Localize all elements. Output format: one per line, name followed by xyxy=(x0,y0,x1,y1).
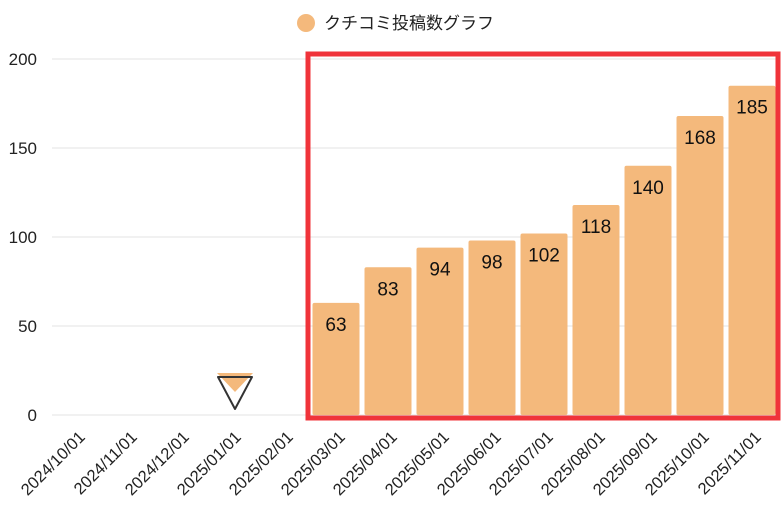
data-label: 168 xyxy=(684,128,716,149)
marker-outline xyxy=(217,376,253,410)
bar[interactable] xyxy=(364,267,412,415)
legend-label: クチコミ投稿数グラフ xyxy=(324,14,494,34)
highlight-box xyxy=(305,51,781,421)
bar[interactable] xyxy=(728,85,776,415)
data-labels: 63 83 94 98 102 118 140 168 185 xyxy=(325,98,767,336)
data-label: 94 xyxy=(429,260,451,281)
data-label: 98 xyxy=(481,253,502,274)
bar[interactable] xyxy=(572,204,620,415)
x-axis: 2024/10/012024/11/012024/12/012025/01/01… xyxy=(18,428,765,499)
data-label: 83 xyxy=(377,279,398,300)
y-tick-label: 150 xyxy=(9,139,37,158)
legend[interactable]: クチコミ投稿数グラフ xyxy=(297,14,494,34)
bar[interactable] xyxy=(624,165,672,415)
y-axis: 0 50 100 150 200 xyxy=(9,50,37,425)
legend-swatch xyxy=(297,14,315,32)
data-label: 118 xyxy=(581,217,611,238)
y-tick-label: 200 xyxy=(9,50,37,69)
data-label: 63 xyxy=(325,315,346,336)
bar[interactable] xyxy=(416,247,464,415)
bar[interactable] xyxy=(520,233,568,415)
data-label: 140 xyxy=(632,178,664,199)
data-label: 185 xyxy=(736,98,768,119)
y-tick-label: 0 xyxy=(28,406,37,425)
data-label: 102 xyxy=(528,245,560,266)
y-tick-label: 50 xyxy=(18,317,37,336)
marker xyxy=(217,373,253,410)
bar[interactable] xyxy=(312,302,360,415)
bars xyxy=(312,85,776,416)
marker-fill xyxy=(217,373,253,392)
bar[interactable] xyxy=(468,240,516,415)
y-tick-label: 100 xyxy=(9,228,37,247)
bar[interactable] xyxy=(676,115,724,416)
